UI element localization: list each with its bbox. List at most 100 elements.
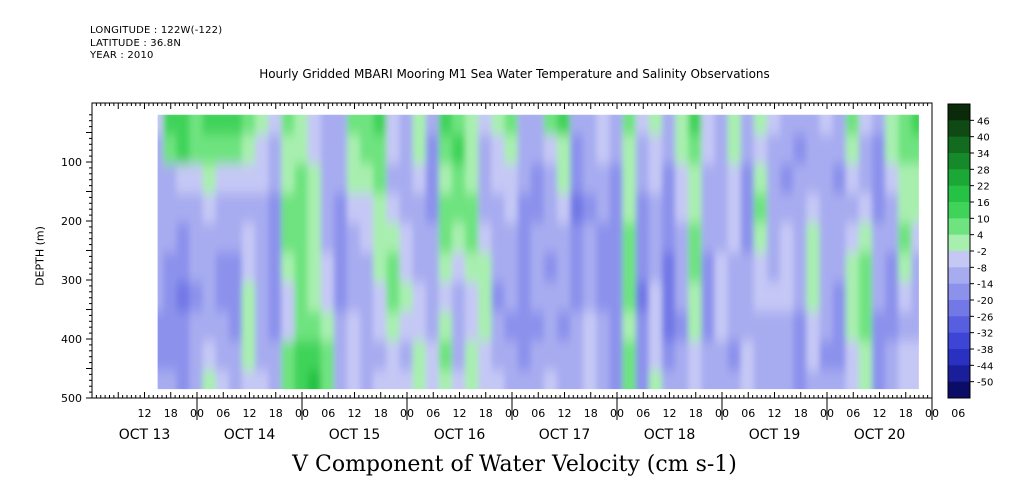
heat-cell [727,114,743,137]
heat-cell [596,222,612,255]
heat-cell [399,193,415,225]
heat-cell [425,222,441,255]
heat-cell [635,222,651,255]
heat-cell [688,252,704,284]
heat-cell [793,163,809,196]
heat-cell [215,281,231,314]
heat-cell [360,252,376,284]
heat-cell [780,114,796,137]
heat-cell [885,193,901,225]
heat-cell [157,252,166,284]
heat-cell [465,193,481,225]
heat-cell [780,193,796,225]
heat-cell [491,222,507,255]
y-tick-label: 100 [61,156,82,169]
heat-cell [885,134,901,166]
heat-cell [701,222,717,255]
x-hour-label: 12 [453,407,467,420]
colorbar-label: -14 [977,280,993,291]
x-hour-label: 06 [531,407,545,420]
heat-cell [622,193,638,225]
heat-cell [333,163,349,196]
heat-cell [438,252,454,284]
heat-cell [176,193,192,225]
colorbar-swatch [948,300,970,317]
heat-cell [255,114,271,137]
heat-cell [609,311,625,343]
heat-cell [806,370,822,390]
heat-cell [740,340,756,373]
heat-cell [504,340,520,373]
heat-cell [189,193,205,225]
x-hour-label: 06 [741,407,755,420]
heat-cell [793,281,809,314]
heat-cell [281,281,297,314]
heat-cell [530,222,546,255]
heat-cell [661,193,678,225]
heat-cell [425,134,441,166]
heat-cell [386,222,402,255]
heat-cell [451,114,468,137]
heat-cell [320,340,336,373]
heat-cell [871,222,888,255]
x-hour-label: 18 [794,407,808,420]
heat-cell [583,193,599,225]
colorbar-label: 40 [977,133,990,144]
heat-cell [871,134,888,166]
heat-cell [163,193,179,225]
heat-cell [714,370,730,390]
heat-cell [373,340,389,373]
heat-cell [609,281,625,314]
heat-cell [780,370,796,390]
heat-cell [911,222,919,255]
y-tick-label: 500 [61,392,82,405]
heat-cell [504,134,520,166]
heat-cell [294,370,310,390]
heat-cell [780,222,796,255]
x-hour-label: 12 [873,407,887,420]
colorbar-label: -44 [977,361,993,372]
heat-cell [504,311,520,343]
heat-cell [228,193,244,225]
heat-cell [911,252,919,284]
heat-cell [583,222,599,255]
heat-cell [202,114,218,137]
heat-cell [504,252,520,284]
x-hour-label: 06 [951,407,965,420]
heat-cell [157,311,166,343]
heat-cell [451,281,468,314]
heat-cell [320,222,336,255]
heat-cell [491,340,507,373]
heat-cell [622,114,638,137]
heat-cell [701,281,717,314]
heat-cell [294,134,310,166]
heat-cell [596,311,612,343]
heat-cell [885,114,901,137]
heat-cell [373,163,389,196]
heat-cell [412,193,428,225]
heat-cell [517,281,533,314]
heat-cell [189,222,205,255]
heat-cell [215,340,231,373]
colorbar-label: -38 [977,345,993,356]
heat-cell [714,252,730,284]
heat-cell [373,370,389,390]
heat-cell [412,370,428,390]
heat-cell [294,193,310,225]
heat-cell [766,193,783,225]
heat-cell [281,311,297,343]
heat-cell [753,193,769,225]
heat-cell [688,340,704,373]
heat-cell [845,370,861,390]
heat-cell [241,222,258,255]
heat-cell [609,163,625,196]
heat-cell [714,163,730,196]
heat-cell [517,340,533,373]
heat-cell [766,163,783,196]
heat-cell [451,193,468,225]
heat-cell [157,193,166,225]
heat-cell [530,134,546,166]
heat-cell [714,222,730,255]
heat-cell [688,370,704,390]
colorbar-swatch [948,332,970,350]
